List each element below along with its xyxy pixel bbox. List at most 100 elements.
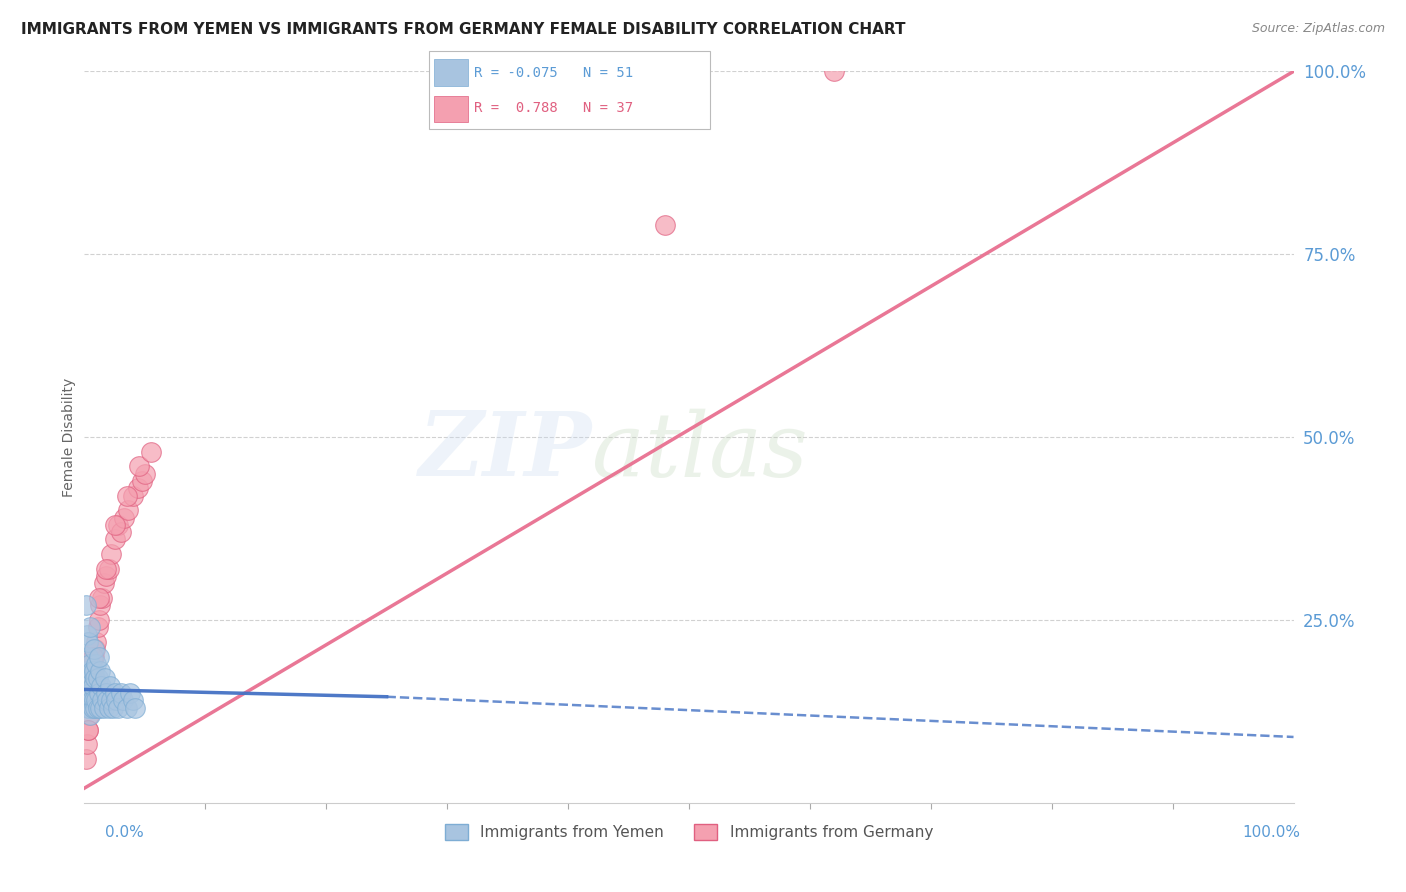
Point	[79, 620, 101, 634]
Point	[83, 693, 105, 707]
Point	[87, 591, 110, 605]
Point	[93, 700, 115, 714]
Point	[91, 591, 114, 605]
FancyBboxPatch shape	[434, 95, 468, 122]
Point	[82, 664, 104, 678]
Point	[84, 672, 107, 686]
Point	[87, 613, 110, 627]
Point	[120, 686, 142, 700]
Text: Source: ZipAtlas.com: Source: ZipAtlas.com	[1251, 22, 1385, 36]
Point	[76, 664, 98, 678]
Point	[86, 620, 108, 634]
Point	[121, 693, 143, 707]
Y-axis label: Female Disability: Female Disability	[62, 377, 76, 497]
Point	[128, 459, 150, 474]
Text: ZIP: ZIP	[419, 409, 592, 495]
Point	[134, 467, 156, 481]
Point	[77, 700, 100, 714]
Point	[83, 642, 105, 657]
Point	[86, 672, 108, 686]
Text: R =  0.788   N = 37: R = 0.788 N = 37	[474, 101, 633, 115]
Point	[77, 672, 100, 686]
Point	[86, 693, 108, 707]
Text: 0.0%: 0.0%	[105, 825, 145, 839]
Point	[79, 657, 101, 671]
FancyBboxPatch shape	[434, 60, 468, 87]
Point	[110, 525, 132, 540]
Point	[107, 700, 129, 714]
Point	[75, 752, 97, 766]
Point	[100, 547, 122, 561]
Point	[94, 686, 117, 700]
Point	[76, 627, 98, 641]
Point	[139, 444, 162, 458]
Point	[82, 679, 104, 693]
Point	[86, 657, 108, 671]
Point	[82, 649, 104, 664]
Text: atlas: atlas	[592, 409, 808, 495]
Point	[83, 664, 105, 678]
Point	[94, 569, 117, 583]
Point	[97, 700, 120, 714]
Legend: Immigrants from Yemen, Immigrants from Germany: Immigrants from Yemen, Immigrants from G…	[439, 818, 939, 847]
FancyBboxPatch shape	[429, 51, 710, 129]
Point	[77, 708, 100, 723]
Point	[79, 708, 101, 723]
Point	[77, 649, 100, 664]
Point	[94, 562, 117, 576]
Point	[79, 693, 101, 707]
Point	[121, 489, 143, 503]
Point	[84, 642, 107, 657]
Point	[100, 693, 122, 707]
Point	[131, 474, 153, 488]
Point	[115, 489, 138, 503]
Point	[93, 576, 115, 591]
Point	[77, 700, 100, 714]
Point	[104, 686, 127, 700]
Point	[75, 599, 97, 613]
Text: 100.0%: 100.0%	[1243, 825, 1301, 839]
Point	[86, 700, 108, 714]
Point	[82, 700, 104, 714]
Point	[103, 700, 125, 714]
Point	[80, 679, 103, 693]
Point	[104, 533, 127, 547]
Point	[83, 649, 105, 664]
Point	[77, 723, 100, 737]
Point	[104, 693, 127, 707]
Point	[89, 700, 111, 714]
Text: IMMIGRANTS FROM YEMEN VS IMMIGRANTS FROM GERMANY FEMALE DISABILITY CORRELATION C: IMMIGRANTS FROM YEMEN VS IMMIGRANTS FROM…	[21, 22, 905, 37]
Point	[110, 686, 132, 700]
Point	[112, 510, 135, 524]
Point	[127, 481, 149, 495]
Point	[97, 562, 120, 576]
Point	[117, 503, 139, 517]
Point	[654, 218, 676, 232]
Point	[91, 693, 114, 707]
Point	[76, 737, 98, 751]
Point	[79, 686, 101, 700]
Point	[75, 686, 97, 700]
Point	[87, 649, 110, 664]
Point	[90, 679, 112, 693]
Point	[96, 693, 118, 707]
Text: R = -0.075   N = 51: R = -0.075 N = 51	[474, 66, 633, 79]
Point	[124, 700, 146, 714]
Point	[107, 517, 129, 532]
Point	[112, 693, 135, 707]
Point	[823, 64, 845, 78]
Point	[115, 700, 138, 714]
Point	[80, 664, 103, 678]
Point	[76, 693, 98, 707]
Point	[77, 635, 100, 649]
Point	[77, 723, 100, 737]
Point	[89, 599, 111, 613]
Point	[84, 700, 107, 714]
Point	[98, 679, 121, 693]
Point	[86, 635, 108, 649]
Point	[89, 664, 111, 678]
Point	[94, 672, 117, 686]
Point	[87, 686, 110, 700]
Point	[80, 693, 103, 707]
Point	[77, 679, 100, 693]
